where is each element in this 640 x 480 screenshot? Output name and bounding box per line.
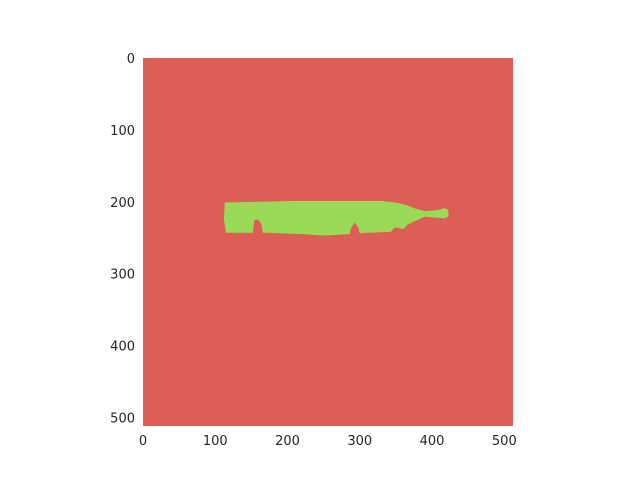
- y-tick-label: 200: [110, 196, 135, 211]
- x-tick-label: 300: [347, 434, 372, 449]
- x-tick-label: 0: [139, 434, 147, 449]
- y-tick-label: 300: [110, 268, 135, 283]
- y-tick-label: 500: [110, 411, 135, 426]
- plot-area: [143, 58, 513, 426]
- x-tick-label: 100: [203, 434, 228, 449]
- x-tick-label: 200: [275, 434, 300, 449]
- x-tick-label: 400: [420, 434, 445, 449]
- mask-region: [223, 201, 449, 236]
- x-axis: 0 100 200 300 400 500: [139, 434, 517, 449]
- x-tick-label: 500: [492, 434, 517, 449]
- y-tick-label: 400: [110, 340, 135, 355]
- y-axis: 0 100 200 300 400 500: [110, 52, 135, 426]
- background-region: [143, 58, 513, 426]
- y-tick-label: 0: [127, 52, 135, 67]
- y-tick-label: 100: [110, 124, 135, 139]
